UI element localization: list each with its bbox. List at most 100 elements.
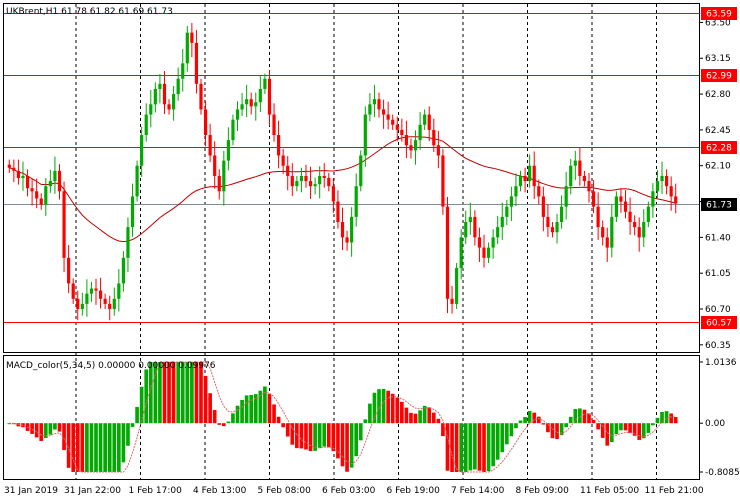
candle-body [655, 181, 660, 192]
macd-bar [203, 375, 208, 424]
macd-bar [468, 423, 473, 471]
candle-body [477, 237, 482, 248]
candle-body [222, 160, 226, 192]
candle-body [377, 99, 381, 110]
candle-body [245, 99, 249, 105]
candle-body [208, 135, 212, 156]
candle-body [368, 104, 372, 115]
candle-body [213, 155, 217, 176]
macd-bar [454, 423, 459, 472]
macd-bar [57, 423, 62, 432]
candle-body [331, 186, 335, 202]
level-label-bg [701, 316, 737, 329]
candle-body [555, 222, 559, 233]
candle-body [176, 78, 180, 95]
candle-body [674, 196, 678, 204]
macd-bar [381, 388, 386, 424]
macd-bar [336, 423, 340, 459]
candle-body [226, 140, 230, 161]
candle-body [80, 303, 84, 310]
candle-body [372, 99, 377, 105]
candle-body [532, 165, 536, 187]
candle-body [445, 206, 450, 299]
level-price-labels: 63.59 62.99 62.28 60.57 [701, 7, 737, 329]
candle-body [610, 216, 614, 248]
candle-body [354, 186, 358, 217]
candle-body [564, 186, 568, 207]
candle-body [601, 227, 605, 238]
time-label: 31 Jan 22:00 [64, 486, 121, 496]
candle-body [578, 160, 582, 176]
candle-body [281, 155, 285, 166]
time-label: 5 Feb 08:00 [258, 486, 312, 496]
macd-bar [372, 392, 377, 424]
macd-bar [473, 423, 477, 470]
candle-body [432, 129, 436, 146]
candle-body [240, 104, 244, 110]
candle-body [98, 290, 103, 299]
price-tick-label: 61.05 [705, 269, 731, 279]
macd-bar [377, 389, 381, 424]
macd-bar [596, 423, 600, 430]
price-tick-label: 63.50 [705, 18, 731, 28]
candle-body [181, 63, 185, 79]
macd-tick-label: -0.80859 [705, 468, 740, 478]
candle-body [560, 206, 564, 223]
time-label: 31 Jan 2019 [4, 486, 58, 496]
macd-bar [550, 423, 555, 439]
macd-bar [66, 423, 71, 468]
candle-body [418, 124, 422, 141]
price-tick-label: 62.80 [705, 90, 731, 100]
macd-bar [144, 369, 149, 424]
macd-bar [632, 423, 637, 436]
level-lines[interactable] [4, 13, 699, 323]
macd-bar [148, 362, 153, 424]
macd-bar [34, 423, 39, 438]
candle-body [108, 303, 112, 310]
macd-bar [240, 399, 244, 424]
macd-bar [358, 423, 363, 441]
candle-body [290, 175, 294, 187]
candle-body [217, 175, 221, 192]
level-label-bg [701, 141, 737, 154]
macd-bar [445, 423, 450, 471]
macd-bar [263, 386, 267, 424]
macd-signal-line [9, 361, 676, 473]
candle-body [235, 109, 240, 120]
candle-body [546, 216, 550, 228]
macd-bar [614, 423, 619, 435]
macd-bar [326, 423, 331, 448]
macd-bar [532, 412, 537, 424]
level-label: 62.28 [706, 144, 732, 154]
vertical-gridlines [75, 4, 657, 480]
macd-bar [190, 362, 194, 424]
candle-body [286, 165, 290, 176]
candle-body [427, 114, 431, 130]
macd-bar [673, 417, 678, 424]
candle-body [62, 191, 66, 258]
candle-body [299, 175, 304, 182]
macd-bar [167, 362, 171, 424]
macd-bar [491, 423, 495, 467]
time-label: 11 Feb 21:00 [645, 486, 704, 496]
macd-bar [441, 423, 445, 437]
candle-body [12, 167, 16, 171]
level-label: 60.57 [706, 319, 732, 329]
candle-body [190, 32, 194, 43]
level-label-bg [701, 7, 737, 20]
price-tick-label: 60.35 [705, 341, 731, 351]
macd-bar [637, 423, 642, 440]
candle-body [340, 222, 345, 238]
macd-bar [463, 423, 468, 472]
candle-body [57, 170, 62, 192]
candle-body [76, 298, 80, 310]
macd-bar [217, 423, 222, 425]
candle-body [48, 181, 52, 187]
svg-text:61.73: 61.73 [706, 201, 732, 211]
time-label: 7 Feb 14:00 [451, 486, 505, 496]
candle-body [44, 186, 48, 205]
macd-bar [450, 423, 454, 472]
price-tick-label: 62.45 [705, 126, 731, 136]
macd-axis: 1.0136 0.00 -0.80859 [699, 358, 740, 478]
